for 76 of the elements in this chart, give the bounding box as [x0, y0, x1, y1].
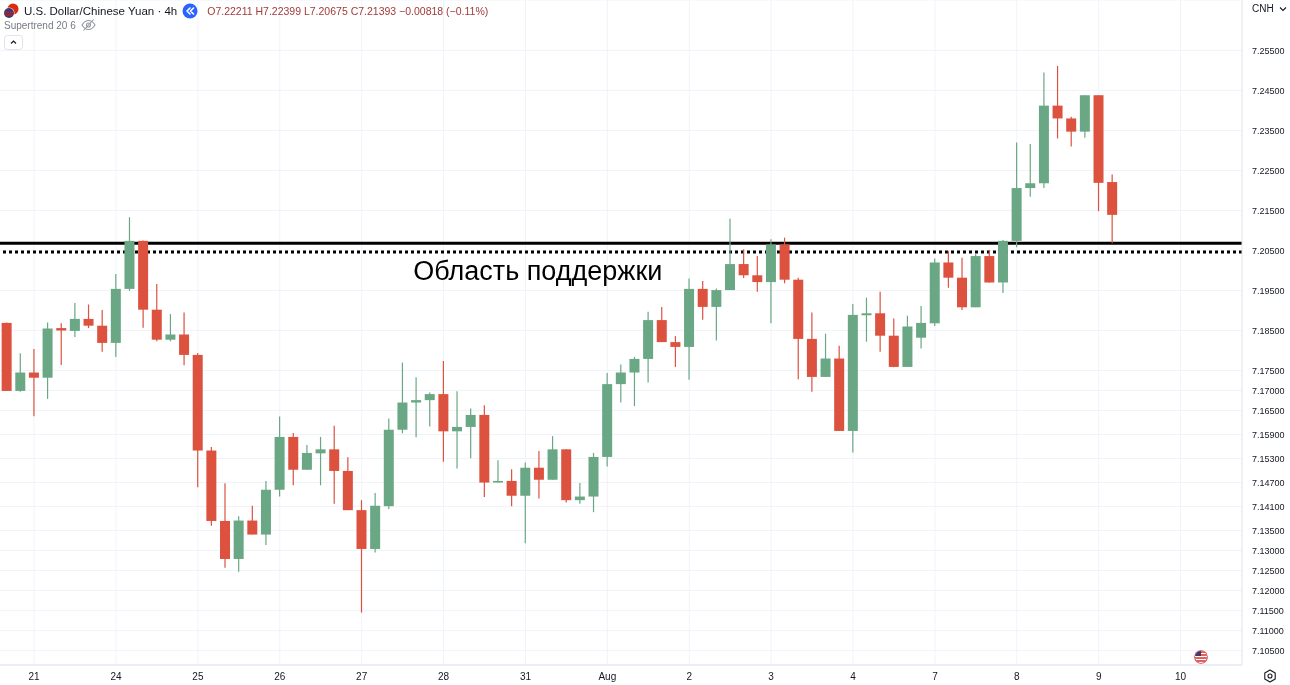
y-tick-label: 7.17000 — [1252, 385, 1285, 396]
x-tick-label: 27 — [356, 671, 368, 683]
y-tick-label: 7.25500 — [1252, 45, 1285, 56]
candlestick — [738, 248, 749, 279]
candlestick — [329, 425, 340, 505]
y-tick-label: 7.16500 — [1252, 405, 1285, 416]
candlestick — [752, 255, 763, 293]
x-tick-label: 8 — [1014, 671, 1021, 683]
candlestick — [916, 305, 927, 350]
candlestick — [943, 250, 954, 289]
candlestick — [247, 505, 258, 536]
y-tick-label: 7.15900 — [1252, 429, 1285, 440]
annotation: Supertrend 20 6 — [4, 19, 76, 31]
candlestick — [492, 459, 503, 484]
candlestick — [411, 376, 422, 438]
y-tick-label: 7.24500 — [1252, 85, 1285, 96]
candlestick — [1066, 116, 1077, 148]
x-tick-label: 10 — [1175, 671, 1187, 683]
x-tick-label: 31 — [519, 671, 532, 683]
text: CNH — [1252, 3, 1274, 14]
candlestick — [670, 335, 681, 368]
candlestick — [424, 391, 435, 428]
candlestick — [875, 291, 886, 353]
y-tick-label: 7.10500 — [1252, 645, 1285, 656]
y-tick-label: 7.14100 — [1252, 501, 1285, 512]
x-tick-label: 3 — [768, 671, 775, 683]
candlestick — [1052, 65, 1063, 140]
candlestick — [697, 280, 708, 321]
y-tick-label: 7.14700 — [1252, 477, 1285, 488]
candlestick — [656, 306, 667, 343]
candlestick — [301, 444, 312, 471]
y-tick-label: 7.23500 — [1252, 125, 1285, 136]
x-tick-label: 24 — [110, 671, 123, 683]
candlestick — [28, 348, 39, 417]
x-tick-label: Aug — [598, 671, 617, 683]
y-tick-label: 7.12000 — [1252, 585, 1285, 596]
y-tick-label: 7.11500 — [1252, 605, 1284, 616]
x-tick-label: 25 — [192, 671, 204, 683]
candlestick — [615, 363, 626, 404]
y-tick-label: 7.13000 — [1252, 545, 1285, 556]
candlestick — [629, 356, 640, 407]
y-tick-label: 7.19500 — [1252, 285, 1285, 296]
x-tick-label: 7 — [932, 671, 939, 683]
candlestick — [1025, 143, 1036, 198]
x-tick-label: 28 — [438, 671, 450, 683]
candlestick — [97, 309, 108, 353]
y-tick-label: 7.12500 — [1252, 565, 1285, 576]
y-tick-label: 7.18500 — [1252, 325, 1285, 336]
y-tick-label: 7.11000 — [1252, 625, 1284, 636]
x-tick-label: 21 — [28, 671, 41, 683]
x-tick-label: 26 — [274, 671, 286, 683]
candlestick — [165, 313, 176, 342]
ref-line-label: Область поддержки — [413, 256, 663, 287]
candlestick — [533, 450, 544, 500]
candlestick — [83, 303, 94, 329]
y-tick-label: 7.17500 — [1252, 365, 1285, 376]
x-tick-label: 9 — [1095, 671, 1102, 683]
candlestick — [711, 287, 722, 342]
y-tick-label: 7.22500 — [1252, 165, 1285, 176]
x-tick-label: 2 — [686, 671, 693, 683]
y-tick-label: 7.20500 — [1252, 245, 1285, 256]
candlestick — [179, 311, 190, 366]
candlestick — [465, 407, 476, 459]
candlestick — [861, 297, 872, 343]
y-tick-label: 7.21500 — [1252, 205, 1285, 216]
y-tick-label: 7.15300 — [1252, 453, 1285, 464]
candlestick — [15, 352, 26, 393]
candlestick — [452, 390, 463, 470]
candlestick — [69, 302, 80, 338]
text: O7.22211 H7.22399 L7.20675 C7.21393 −0.00818 (−0.11%) — [207, 5, 489, 17]
candlestick — [506, 468, 517, 507]
candlestick — [820, 333, 831, 378]
chart-title: U.S. Dollar/Chinese Yuan · 4h — [24, 5, 178, 17]
x-tick-label: 4 — [850, 671, 857, 683]
candlestick — [315, 436, 326, 486]
y-tick-label: 7.13500 — [1252, 525, 1285, 536]
